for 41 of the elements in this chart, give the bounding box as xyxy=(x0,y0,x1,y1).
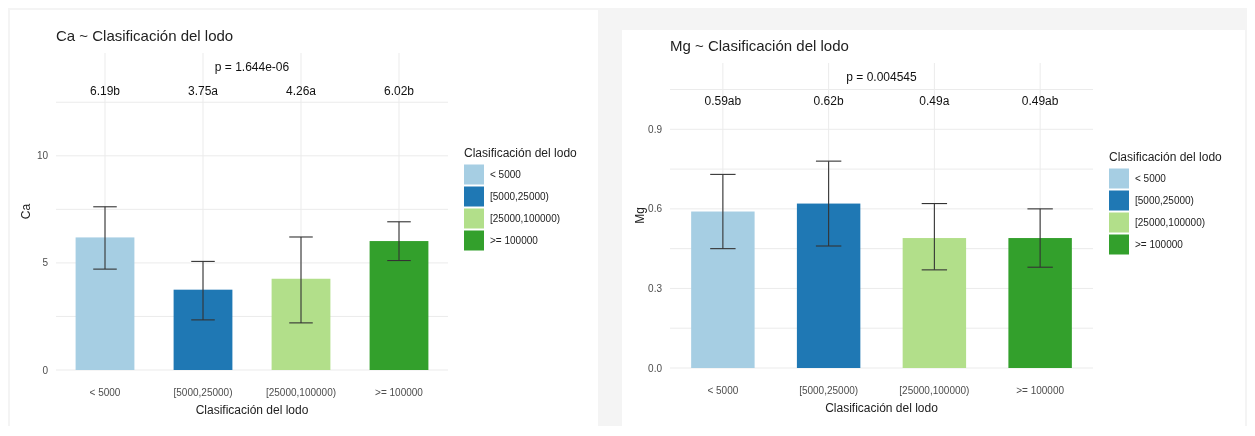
legend-label: >= 100000 xyxy=(490,235,539,246)
legend-label: < 5000 xyxy=(490,169,522,180)
y-tick-label: 0.6 xyxy=(648,203,663,215)
legend-title: Clasificación del lodo xyxy=(1109,149,1223,164)
x-tick-label: [25000,100000) xyxy=(899,385,970,396)
y-axis-title: Ca xyxy=(19,203,33,220)
x-tick-label: [5000,25000) xyxy=(799,385,859,396)
y-axis-title: Mg xyxy=(633,207,647,224)
legend-label: [5000,25000) xyxy=(1135,195,1194,206)
legend-label: [25000,100000) xyxy=(1135,217,1206,228)
y-tick-label: 10 xyxy=(36,150,49,162)
annotation: 4.26a xyxy=(285,84,317,98)
annotation: 0.59ab xyxy=(704,94,742,108)
y-tick-label: 5 xyxy=(42,257,49,269)
annotation: p = 0.004545 xyxy=(846,70,918,84)
x-tick-label: < 5000 xyxy=(89,387,121,398)
annotation: 3.75a xyxy=(187,84,219,98)
x-tick-label: [5000,25000) xyxy=(173,387,233,398)
x-tick-label: [25000,100000) xyxy=(265,387,337,398)
annotation: 6.19b xyxy=(89,84,121,98)
annotation: 0.62b xyxy=(813,94,844,108)
legend-label: < 5000 xyxy=(1135,173,1167,184)
y-tick-label: 0.0 xyxy=(648,362,663,374)
annotation: p = 1.644e-06 xyxy=(214,60,290,74)
y-tick-label: 0 xyxy=(42,364,49,376)
chart-title: Mg ~ Clasificación del lodo xyxy=(670,37,849,54)
legend-label: [25000,100000) xyxy=(490,213,561,224)
legend-label: [5000,25000) xyxy=(490,191,549,202)
x-axis-title: Clasificación del lodo xyxy=(195,403,309,417)
legend-label: >= 100000 xyxy=(1135,239,1184,250)
x-tick-label: >= 100000 xyxy=(1016,385,1065,396)
annotation: 0.49a xyxy=(919,94,950,108)
chart-title: Ca ~ Clasificación del lodo xyxy=(56,27,234,44)
x-axis-title: Clasificación del lodo xyxy=(825,401,939,415)
y-tick-label: 0.3 xyxy=(648,282,663,294)
annotation: 6.02b xyxy=(383,84,415,98)
legend-title: Clasificación del lodo xyxy=(464,145,578,160)
x-tick-label: < 5000 xyxy=(707,385,739,396)
y-tick-label: 0.9 xyxy=(648,123,663,135)
annotation: 0.49ab xyxy=(1021,94,1059,108)
x-tick-label: >= 100000 xyxy=(375,387,424,398)
